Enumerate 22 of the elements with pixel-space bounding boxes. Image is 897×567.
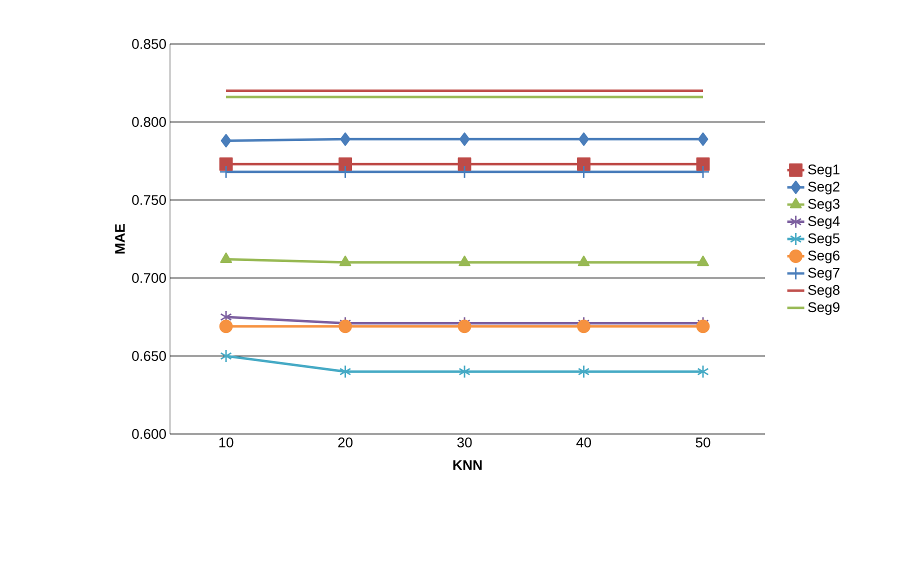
legend-label: Seg2 [808,182,840,194]
legend-label: Seg5 [808,233,840,246]
x-tick-label: 50 [696,438,710,448]
y-axis-title: MAE [115,224,125,254]
x-tick-label: 40 [576,438,591,448]
y-tick-label: 0.700 [132,273,166,283]
y-tick-label: 0.600 [132,429,166,439]
x-tick-label: 30 [457,438,472,448]
y-tick-label: 0.650 [132,351,166,361]
y-tick-label: 0.850 [132,39,166,49]
legend-label: Seg3 [808,198,840,212]
x-tick-label: 10 [219,438,234,448]
legend-label: Seg9 [808,302,840,315]
legend-label: Seg4 [808,216,840,229]
y-tick-label: 0.750 [132,195,166,205]
x-tick-label: 20 [338,438,352,448]
y-tick-label: 0.800 [132,117,166,127]
legend-label: Seg6 [808,250,840,264]
legend-label: Seg1 [808,164,840,178]
x-axis-title: KNN [453,460,482,470]
legend-label: Seg7 [808,268,840,280]
legend-label: Seg8 [808,285,840,298]
